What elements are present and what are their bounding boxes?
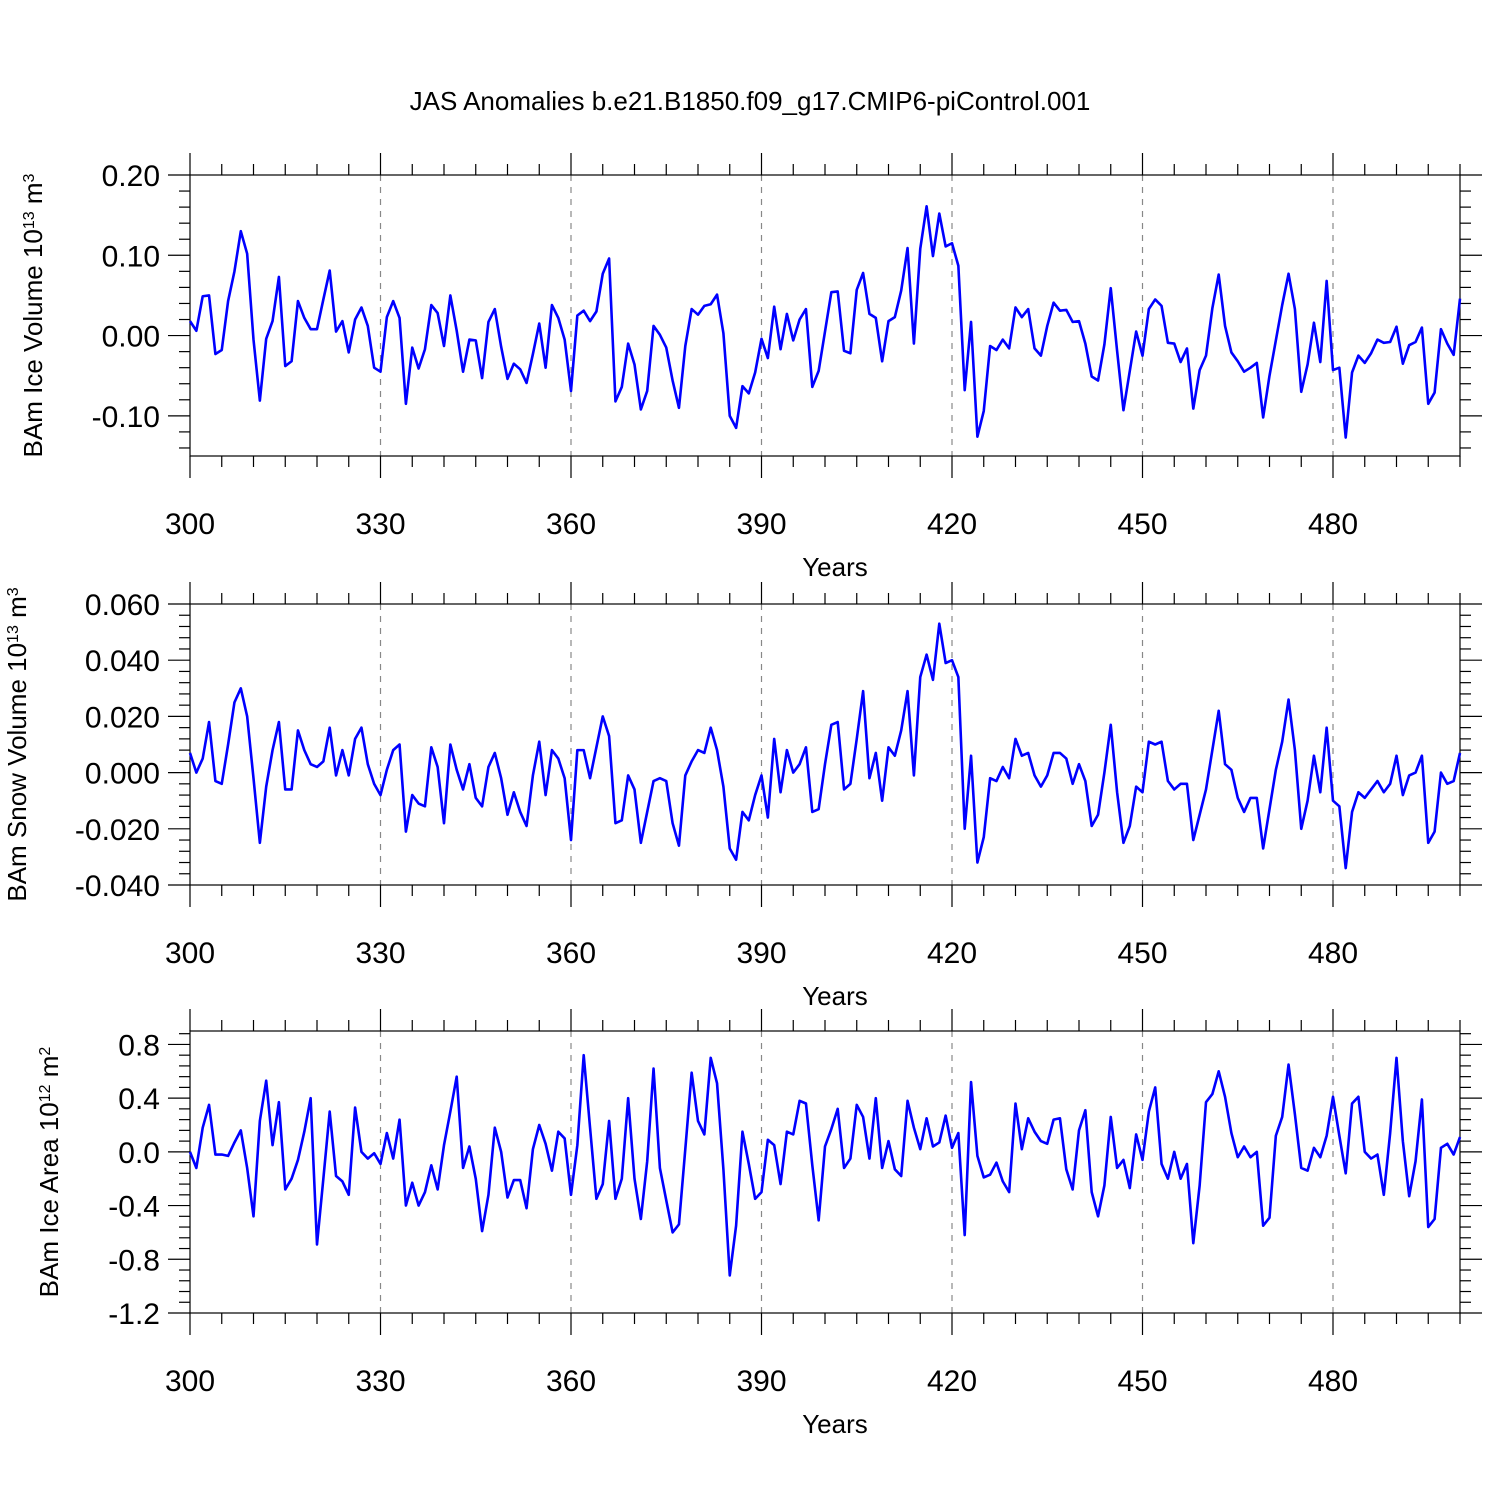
y-axis-label-superscript: 3 [21, 173, 38, 182]
plot-frame [189, 1030, 1461, 1314]
y-tick-label: -0.020 [75, 814, 160, 847]
y-axis-label: BAm Ice Area 1012 m2 [34, 1047, 64, 1298]
x-tick-label: 390 [736, 1365, 786, 1398]
x-tick-label: 300 [165, 937, 215, 970]
series-line [188, 1053, 1462, 1277]
y-axis-label-superscript: 13 [5, 625, 22, 643]
x-tick-label: 450 [1117, 1365, 1167, 1398]
y-tick-label: -0.4 [108, 1191, 160, 1224]
x-tick-label: 330 [355, 937, 405, 970]
y-axis-label-text: BAm Ice Volume 10 [18, 229, 48, 457]
y-tick-label: -0.040 [75, 870, 160, 903]
y-tick-label: 0.10 [102, 240, 160, 273]
x-tick-label: 360 [546, 1365, 596, 1398]
series-line [188, 205, 1462, 439]
y-axis-label-text: m [34, 1056, 64, 1085]
y-tick-label: -0.10 [92, 401, 160, 434]
y-tick-label: 0.060 [85, 589, 160, 622]
x-tick-label: 330 [355, 508, 405, 541]
y-tick-label: 0.020 [85, 701, 160, 734]
y-axis-label-superscript: 12 [37, 1084, 54, 1102]
x-tick-label: 390 [736, 937, 786, 970]
y-axis-label-superscript: 3 [5, 587, 22, 596]
y-axis-label-text: m [2, 596, 32, 625]
y-axis-label-text: BAm Snow Volume 10 [2, 643, 32, 902]
x-tick-label: 420 [927, 508, 977, 541]
y-axis-label-text: BAm Ice Area 10 [34, 1102, 64, 1297]
panel-3: 0.8 0.4 0.0 -0.4 -0.8 -1.2 300 330 360 390 420 450 4… [34, 1009, 1482, 1439]
y-tick-label: 0.8 [118, 1029, 160, 1062]
x-axis-label: Years [802, 1409, 868, 1439]
plot-frame [189, 174, 1461, 457]
x-tick-label: 360 [546, 508, 596, 541]
x-tick-label: 420 [927, 1365, 977, 1398]
x-tick-label: 300 [165, 508, 215, 541]
x-tick-label: 360 [546, 937, 596, 970]
panel-1: 0.20 0.10 0.00 -0.10 300 330 360 390 420 450 480 Ye… [18, 153, 1482, 582]
panels: 0.20 0.10 0.00 -0.10 300 330 360 390 420 450 480 Ye… [2, 153, 1482, 1439]
series-line [188, 622, 1462, 870]
x-tick-label: 450 [1117, 508, 1167, 541]
y-tick-label: 0.040 [85, 645, 160, 678]
x-axis-label: Years [802, 552, 868, 582]
x-tick-label: 480 [1308, 937, 1358, 970]
y-axis-label-superscript: 13 [21, 211, 38, 229]
x-tick-label: 480 [1308, 1365, 1358, 1398]
x-tick-label: 420 [927, 937, 977, 970]
plot-frame [189, 603, 1461, 886]
y-tick-label: 0.4 [118, 1083, 160, 1116]
y-axis-label-text: m [18, 182, 48, 211]
y-tick-label: -1.2 [108, 1298, 160, 1331]
y-tick-label: 0.000 [85, 758, 160, 791]
x-tick-label: 480 [1308, 508, 1358, 541]
x-tick-label: 330 [355, 1365, 405, 1398]
y-axis-label-superscript: 2 [37, 1047, 54, 1056]
y-axis-label: BAm Ice Volume 1013 m3 [18, 173, 48, 457]
panel-2: 0.060 0.040 0.020 0.000 -0.020 -0.040 300 330 36… [2, 582, 1482, 1011]
y-tick-label: 0.20 [102, 160, 160, 193]
x-tick-label: 450 [1117, 937, 1167, 970]
x-tick-label: 300 [165, 1365, 215, 1398]
y-tick-label: -0.8 [108, 1244, 160, 1277]
y-tick-label: 0.0 [118, 1137, 160, 1170]
y-axis-label: BAm Snow Volume 1013 m3 [2, 587, 32, 901]
chart-title: JAS Anomalies b.e21.B1850.f09_g17.CMIP6-… [410, 86, 1091, 116]
y-tick-label: 0.00 [102, 321, 160, 354]
x-axis-label: Years [802, 981, 868, 1011]
x-tick-label: 390 [736, 508, 786, 541]
